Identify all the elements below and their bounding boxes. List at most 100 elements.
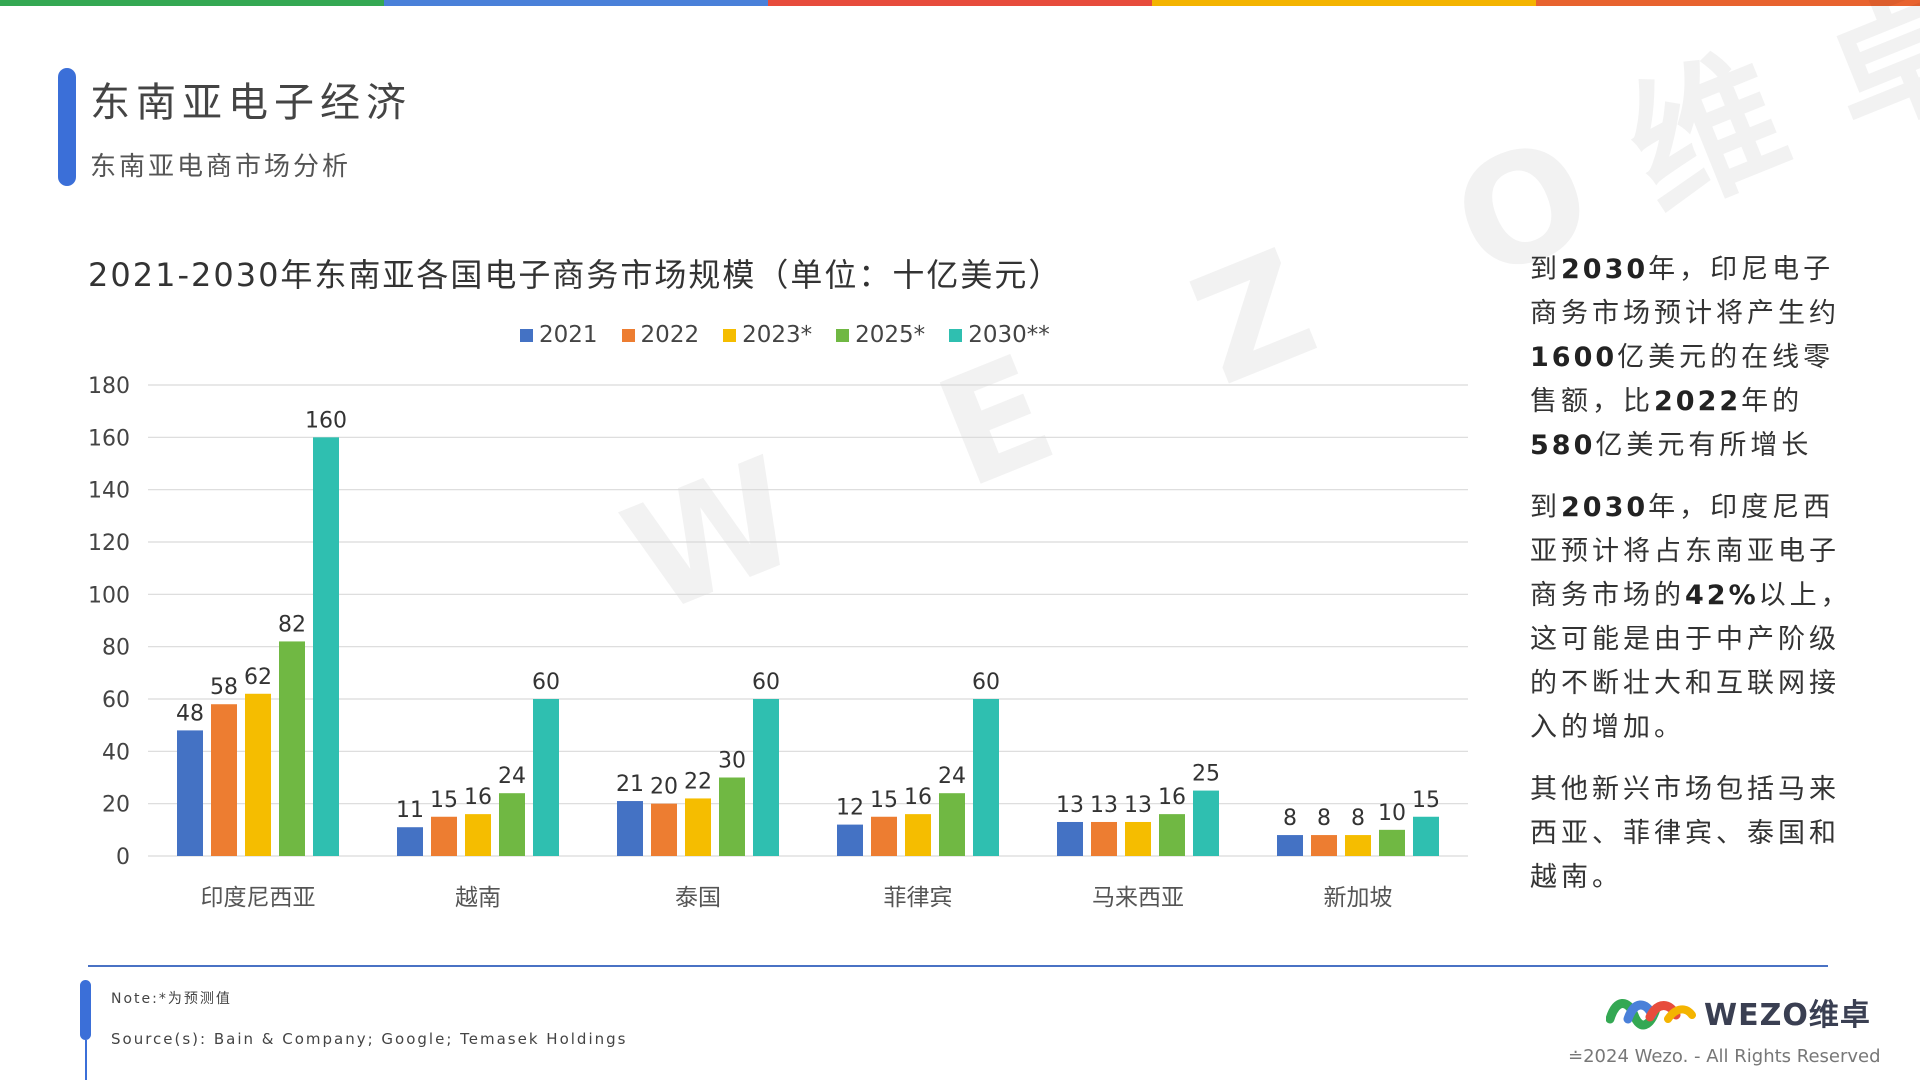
footer-note: Note:*为预测值	[111, 991, 232, 1007]
bar	[837, 824, 863, 856]
data-label: 16	[1158, 785, 1186, 810]
bar	[279, 641, 305, 856]
y-tick-label: 40	[102, 740, 130, 765]
top-bar-segment	[384, 0, 768, 6]
text-segment: 亿美元的在线零售额，比	[1530, 342, 1835, 417]
copyright: ≐2024 Wezo. - All Rights Reserved	[1568, 1046, 1881, 1067]
data-label: 82	[278, 612, 306, 637]
data-label: 160	[305, 408, 347, 433]
legend-swatch	[836, 328, 850, 342]
footer-source: Source(s): Bain & Company; Google; Temas…	[111, 1030, 628, 1048]
x-category-label: 泰国	[675, 885, 721, 911]
bar	[499, 793, 525, 856]
page-subtitle: 东南亚电商市场分析	[90, 152, 352, 182]
top-bar-segment	[0, 0, 384, 6]
data-label: 48	[176, 701, 204, 726]
x-category-label: 新加坡	[1324, 885, 1393, 911]
bar	[465, 814, 491, 856]
bar	[719, 777, 745, 856]
top-color-bar	[0, 0, 1920, 6]
data-label: 8	[1317, 806, 1331, 831]
text-segment: 亿美元有所增长	[1595, 430, 1813, 461]
bar	[1193, 790, 1219, 856]
bar	[1125, 821, 1151, 856]
bar	[1379, 829, 1405, 856]
highlight-number: 2030	[1561, 254, 1649, 285]
logo-text: WEZO维卓	[1704, 998, 1871, 1033]
data-label: 21	[616, 772, 644, 797]
legend-label: 2023*	[742, 322, 813, 348]
x-category-label: 马来西亚	[1092, 885, 1184, 911]
title-accent-bar	[58, 68, 76, 186]
data-label: 60	[752, 670, 780, 695]
highlight-number: 580	[1530, 430, 1596, 461]
data-label: 16	[904, 785, 932, 810]
data-label: 15	[1412, 788, 1440, 813]
bar	[1091, 821, 1117, 856]
y-tick-label: 20	[102, 793, 130, 818]
highlight-number: 2022	[1654, 386, 1742, 417]
legend-swatch	[949, 328, 963, 342]
y-tick-label: 80	[102, 636, 130, 661]
footer-divider	[88, 965, 1828, 967]
data-label: 13	[1090, 793, 1118, 818]
data-label: 24	[938, 764, 966, 789]
legend-swatch	[520, 328, 533, 342]
side-commentary: 到2030年，印尼电子商务市场预计将产生约1600亿美元的在线零售额，比2022…	[1530, 248, 1855, 918]
data-label: 24	[498, 764, 526, 789]
data-label: 60	[972, 670, 1000, 695]
legend-label: 2025*	[855, 322, 926, 348]
legend-item: 2023*	[723, 322, 812, 348]
legend-label: 2022	[640, 322, 700, 348]
bar	[753, 699, 779, 856]
data-label: 15	[870, 788, 898, 813]
bar	[533, 699, 559, 856]
data-label: 13	[1124, 793, 1152, 818]
data-label: 16	[464, 785, 492, 810]
data-label: 62	[244, 665, 272, 690]
text-segment: 以上，这可能是由于中产阶级的不断壮大和互联网接入的增加。	[1530, 580, 1852, 743]
legend-label: 2021	[539, 322, 598, 348]
data-label: 8	[1283, 806, 1297, 831]
bar	[313, 437, 339, 856]
data-label: 11	[396, 798, 424, 823]
note-accent-bar	[80, 980, 91, 1040]
bar	[617, 801, 643, 856]
bar	[431, 816, 457, 856]
legend-item: 2025*	[836, 322, 925, 348]
y-tick-label: 0	[116, 845, 130, 870]
y-tick-label: 100	[88, 583, 130, 608]
commentary-paragraph-1: 到2030年，印尼电子商务市场预计将产生约 1600亿美元的在线零售额，比2022…	[1530, 248, 1855, 468]
chart-title: 2021-2030年东南亚各国电子商务市场规模（单位：十亿美元）	[88, 256, 1063, 294]
bar	[1159, 814, 1185, 856]
top-bar-segment	[768, 0, 1152, 6]
bar	[177, 730, 203, 856]
data-label: 20	[650, 775, 678, 800]
data-label: 12	[836, 796, 864, 821]
chart-legend: 2021 2022 2023* 2025* 2030**	[520, 322, 1050, 348]
bar	[211, 704, 237, 856]
legend-item: 2021	[520, 322, 598, 348]
bar	[685, 798, 711, 856]
legend-label: 2030**	[968, 322, 1050, 348]
highlight-number: 2030	[1561, 492, 1649, 523]
bar	[1311, 835, 1337, 856]
bar	[397, 827, 423, 856]
legend-swatch	[621, 328, 635, 342]
text-segment: 年，印尼电子商务市场预计将产生约	[1530, 254, 1840, 329]
x-category-label: 越南	[455, 885, 501, 911]
data-label: 10	[1378, 801, 1406, 826]
bar	[973, 699, 999, 856]
data-label: 30	[718, 749, 746, 774]
data-label: 22	[684, 769, 712, 794]
legend-item: 2030**	[949, 322, 1050, 348]
y-tick-label: 140	[88, 479, 130, 504]
text-segment: 年，印度尼西亚预计将占东南亚电子商务市场的	[1530, 492, 1840, 611]
top-bar-segment	[1152, 0, 1536, 6]
y-tick-label: 120	[88, 531, 130, 556]
legend-swatch	[723, 328, 737, 342]
page-title: 东南亚电子经济	[90, 80, 412, 126]
bar	[871, 816, 897, 856]
bar	[651, 803, 677, 856]
